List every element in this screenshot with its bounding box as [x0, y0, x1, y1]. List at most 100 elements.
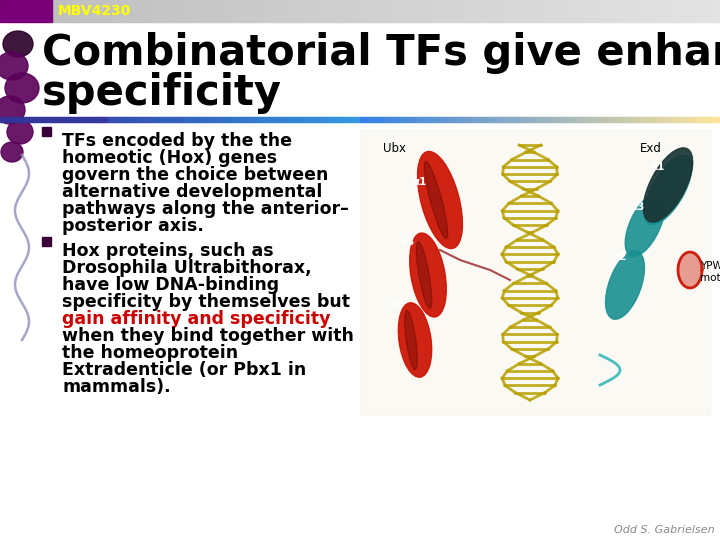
Bar: [582, 0, 585, 22]
Bar: [116, 117, 117, 122]
Bar: [279, 117, 280, 122]
Bar: [78, 0, 81, 22]
Bar: [713, 117, 714, 122]
Ellipse shape: [418, 151, 462, 248]
Bar: [27, 117, 28, 122]
Bar: [107, 117, 108, 122]
Bar: [307, 117, 308, 122]
Bar: [324, 0, 326, 22]
Bar: [371, 117, 372, 122]
Bar: [630, 117, 631, 122]
Bar: [185, 117, 186, 122]
Bar: [711, 0, 714, 22]
Bar: [437, 0, 440, 22]
Bar: [246, 0, 248, 22]
Bar: [680, 117, 681, 122]
Bar: [707, 117, 708, 122]
Bar: [89, 117, 90, 122]
Bar: [226, 117, 228, 122]
Bar: [459, 0, 462, 22]
Bar: [150, 0, 153, 22]
Bar: [279, 0, 282, 22]
Bar: [639, 117, 640, 122]
Bar: [604, 0, 607, 22]
Bar: [579, 117, 580, 122]
Bar: [586, 0, 589, 22]
Bar: [696, 117, 697, 122]
Bar: [523, 117, 524, 122]
Bar: [315, 0, 318, 22]
Bar: [536, 117, 537, 122]
Bar: [91, 117, 92, 122]
Bar: [338, 117, 339, 122]
Bar: [366, 0, 369, 22]
Bar: [26, 117, 27, 122]
Bar: [498, 117, 499, 122]
Bar: [504, 0, 507, 22]
Bar: [602, 0, 605, 22]
Bar: [219, 117, 220, 122]
Text: α1: α1: [413, 177, 427, 187]
Bar: [418, 117, 419, 122]
Bar: [646, 117, 647, 122]
Bar: [233, 117, 234, 122]
Bar: [167, 117, 168, 122]
Bar: [564, 0, 567, 22]
Bar: [386, 0, 389, 22]
Bar: [717, 117, 719, 122]
Bar: [569, 117, 570, 122]
Bar: [121, 117, 122, 122]
Bar: [506, 117, 507, 122]
Bar: [401, 117, 402, 122]
Bar: [83, 117, 84, 122]
Bar: [12, 117, 13, 122]
Bar: [669, 117, 670, 122]
Bar: [381, 117, 382, 122]
Bar: [648, 117, 649, 122]
Bar: [115, 117, 116, 122]
Text: specificity: specificity: [42, 72, 282, 114]
Bar: [281, 117, 282, 122]
Bar: [494, 117, 495, 122]
Bar: [310, 117, 311, 122]
Bar: [161, 0, 164, 22]
Bar: [658, 117, 660, 122]
Bar: [243, 117, 244, 122]
Bar: [44, 117, 45, 122]
Bar: [275, 117, 276, 122]
Bar: [496, 117, 498, 122]
Bar: [678, 0, 680, 22]
Bar: [344, 117, 345, 122]
Bar: [59, 0, 61, 22]
Bar: [216, 117, 217, 122]
Bar: [132, 0, 135, 22]
Bar: [617, 117, 618, 122]
Bar: [397, 0, 400, 22]
Bar: [74, 117, 75, 122]
Bar: [622, 117, 624, 122]
Bar: [689, 117, 690, 122]
Bar: [348, 0, 351, 22]
Bar: [147, 117, 148, 122]
Bar: [667, 117, 668, 122]
Bar: [552, 117, 553, 122]
Bar: [694, 117, 696, 122]
Bar: [665, 117, 666, 122]
Bar: [561, 117, 562, 122]
Bar: [535, 0, 538, 22]
Bar: [5, 117, 6, 122]
Bar: [598, 0, 600, 22]
Bar: [651, 0, 654, 22]
Bar: [224, 117, 225, 122]
Bar: [480, 0, 482, 22]
Bar: [597, 117, 598, 122]
Bar: [644, 0, 647, 22]
Bar: [684, 117, 685, 122]
Bar: [502, 0, 505, 22]
Bar: [690, 117, 691, 122]
Bar: [110, 117, 111, 122]
Bar: [364, 0, 366, 22]
Bar: [716, 117, 717, 122]
Bar: [296, 117, 297, 122]
Bar: [493, 117, 494, 122]
